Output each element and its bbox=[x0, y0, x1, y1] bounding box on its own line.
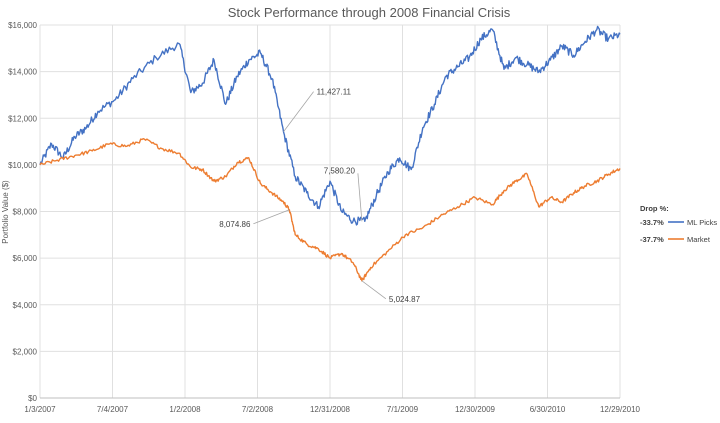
annotation-label: 7,580.20 bbox=[324, 166, 356, 175]
annotation-leader bbox=[357, 173, 363, 222]
x-tick-label: 12/30/2009 bbox=[455, 405, 496, 414]
x-tick-label: 12/31/2008 bbox=[310, 405, 351, 414]
series-line-market bbox=[39, 138, 621, 282]
gridlines bbox=[39, 24, 621, 398]
chart-title: Stock Performance through 2008 Financial… bbox=[228, 5, 511, 20]
annotation-label: 11,427.11 bbox=[317, 88, 352, 97]
y-axis-ticks: $0 $2,000 $4,000 $6,000 $8,000 $10,000 $12,000… bbox=[8, 21, 37, 403]
y-tick-label: $6,000 bbox=[13, 254, 38, 263]
annotation-leader bbox=[283, 91, 314, 132]
y-tick-label: $16,000 bbox=[8, 21, 37, 30]
annotation-leader bbox=[361, 280, 387, 300]
series-lines bbox=[39, 25, 621, 282]
annotation-leader bbox=[253, 209, 290, 225]
legend-header: Drop %: bbox=[640, 204, 669, 213]
x-tick-label: 12/29/2010 bbox=[600, 405, 641, 414]
legend: Drop %: -33.7% ML Picks -37.7% Market bbox=[640, 204, 717, 244]
annotation-label: 5,024.87 bbox=[389, 295, 421, 304]
x-tick-label: 7/1/2009 bbox=[387, 405, 419, 414]
x-tick-label: 7/4/2007 bbox=[97, 405, 129, 414]
y-tick-label: $8,000 bbox=[13, 208, 38, 217]
legend-drop-value: -33.7% bbox=[640, 218, 664, 227]
data-annotations: 11,427.11 7,580.20 8,074.86 5,024.87 bbox=[219, 88, 420, 304]
series-line-ml-picks bbox=[39, 25, 621, 226]
legend-drop-value: -37.7% bbox=[640, 235, 664, 244]
annotation-label: 8,074.86 bbox=[219, 220, 251, 229]
y-tick-label: $0 bbox=[28, 394, 37, 403]
y-tick-label: $4,000 bbox=[13, 301, 38, 310]
x-tick-label: 1/3/2007 bbox=[24, 405, 56, 414]
x-tick-label: 6/30/2010 bbox=[530, 405, 566, 414]
legend-series-name: Market bbox=[687, 235, 711, 244]
y-tick-label: $2,000 bbox=[13, 347, 38, 356]
y-tick-label: $12,000 bbox=[8, 114, 37, 123]
x-tick-label: 7/2/2008 bbox=[242, 405, 274, 414]
y-tick-label: $10,000 bbox=[8, 161, 37, 170]
y-axis-title: Portfolio Value ($) bbox=[1, 180, 10, 244]
legend-series-name: ML Picks bbox=[687, 218, 717, 227]
x-axis-ticks: 1/3/2007 7/4/2007 1/2/2008 7/2/2008 12/31/20… bbox=[24, 405, 640, 414]
x-tick-label: 1/2/2008 bbox=[169, 405, 201, 414]
y-tick-label: $14,000 bbox=[8, 68, 37, 77]
